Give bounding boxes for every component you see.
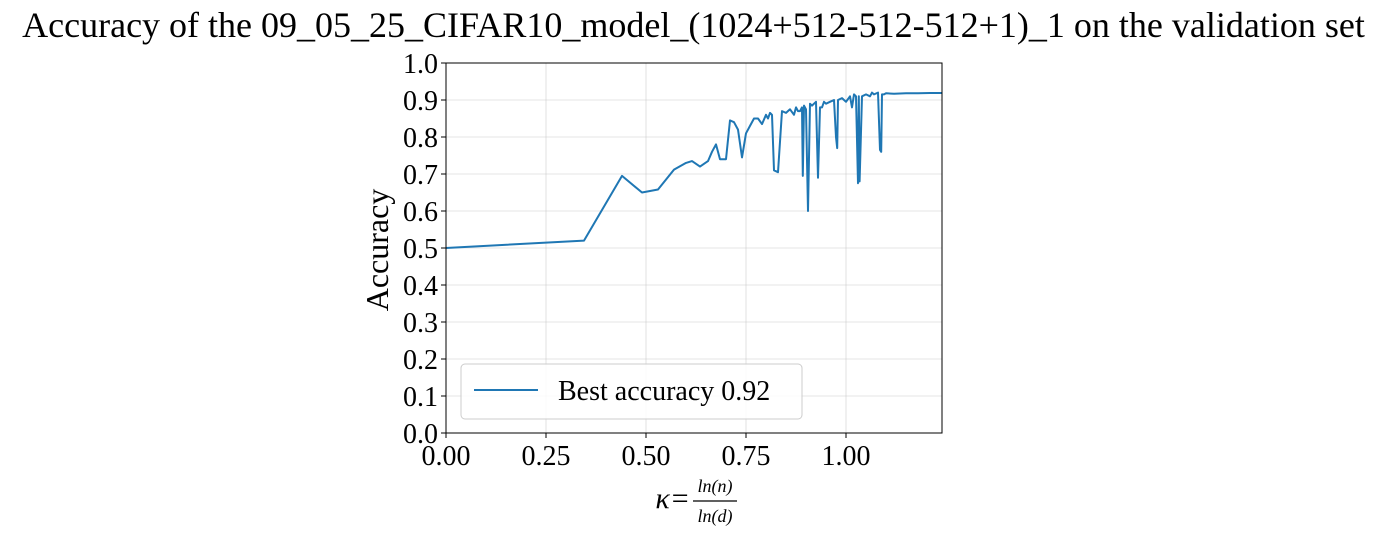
y-tick-label: 0.3: [403, 308, 438, 339]
x-tick-label: 0.00: [422, 441, 471, 472]
y-tick-label: 0.9: [403, 86, 438, 117]
x-tick-label: 0.25: [522, 441, 571, 472]
y-axis-label: Accuracy: [359, 189, 395, 312]
x-tick-label: 1.00: [822, 441, 871, 472]
y-axis-ticks: 0.0 0.1 0.2 0.3 0.4 0.5 0.6 0.7 0.8 0.9 1.0: [403, 49, 446, 450]
grid-lines: [445, 62, 942, 434]
y-tick-label: 0.4: [403, 271, 438, 302]
x-axis-ticks: 0.00 0.25 0.50 0.75 1.00: [422, 433, 871, 472]
x-axis-label: κ= ln(n) ln(d): [655, 476, 737, 527]
y-tick-label: 0.2: [403, 345, 438, 376]
legend-box: [460, 363, 803, 420]
x-axis-label-prefix: κ=: [655, 482, 690, 515]
x-tick-label: 0.50: [622, 441, 671, 472]
legend-label: Best accuracy 0.92: [558, 376, 770, 407]
x-axis-label-denominator: ln(d): [698, 506, 733, 527]
legend: Best accuracy 0.92: [460, 363, 803, 420]
x-tick-label: 0.75: [722, 441, 771, 472]
y-tick-label: 0.7: [403, 160, 438, 191]
y-tick-label: 1.0: [403, 49, 438, 80]
y-tick-label: 0.0: [403, 419, 438, 450]
x-axis-label-numerator: ln(n): [698, 476, 733, 497]
y-tick-label: 0.5: [403, 234, 438, 265]
y-tick-label: 0.6: [403, 197, 438, 228]
chart-title: Accuracy of the 09_05_25_CIFAR10_model_(…: [22, 5, 1365, 45]
series-group: [445, 91, 942, 249]
y-tick-label: 0.8: [403, 123, 438, 154]
series-line: [445, 91, 942, 249]
y-tick-label: 0.1: [403, 382, 438, 413]
